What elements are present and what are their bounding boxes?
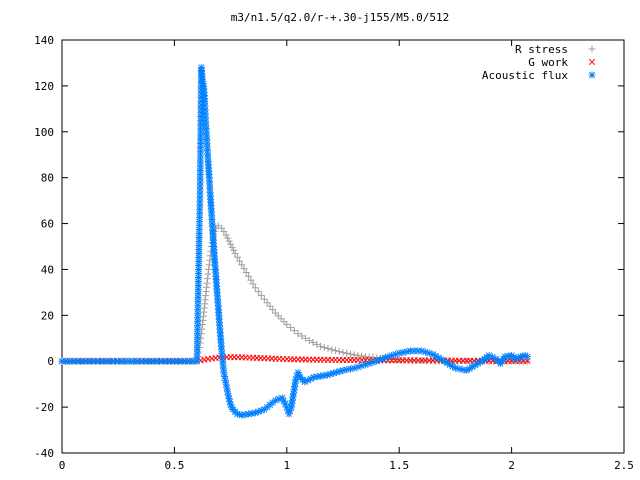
data-point [285,410,293,418]
data-point [361,361,369,369]
data-point [313,340,321,348]
chart-title: m3/n1.5/q2.0/r-+.30-j155/M5.0/512 [231,11,450,24]
data-point [203,279,211,287]
y-tick-label: 100 [34,126,54,139]
y-tick-label: 20 [41,309,54,322]
data-point [283,321,291,329]
data-point [343,366,351,374]
data-point [251,284,259,292]
data-point [228,243,236,251]
data-point [247,276,255,284]
data-point [294,330,302,338]
data-point [204,270,212,278]
data-point [222,231,230,239]
data-point [225,237,233,245]
y-tick-label: 140 [34,34,54,47]
series-r-stress [58,222,531,365]
data-point [236,257,244,265]
data-point [257,291,265,299]
data-point [205,261,213,269]
y-tick-label: 40 [41,263,54,276]
data-point [287,324,295,332]
data-point [335,348,343,356]
data-point [328,346,336,354]
data-point [122,357,130,365]
data-point [204,275,212,283]
x-tick-label: 2.5 [614,459,634,472]
data-point [230,246,238,254]
data-point [395,349,403,357]
x-tick-label: 1.5 [389,459,409,472]
series-acoustic-flux [58,64,531,419]
legend-label: G work [528,56,568,69]
data-point [346,350,354,358]
data-point [317,342,325,350]
legend-marker [588,45,596,53]
y-tick-label: 60 [41,218,54,231]
data-point [302,334,310,342]
legend-label: R stress [515,43,568,56]
data-point [233,253,241,261]
data-point [343,349,351,357]
data-point [254,288,262,296]
data-point [354,351,362,359]
y-tick-label: -40 [34,447,54,460]
data-point [240,265,248,273]
x-tick-label: 2 [508,459,515,472]
data-marks [58,64,531,419]
x-tick-label: 1 [283,459,290,472]
data-point [298,332,306,340]
x-tick-label: 0 [59,459,66,472]
data-point [290,327,298,335]
legend-label: Acoustic flux [482,69,568,82]
x-tick-label: 0.5 [164,459,184,472]
data-point [350,351,358,359]
data-point [305,337,313,345]
y-tick-label: 120 [34,80,54,93]
data-point [231,249,239,257]
data-point [227,240,235,248]
data-point [242,269,250,277]
data-point [224,234,232,242]
data-point [403,348,411,356]
data-point [320,343,328,351]
axis-ticks: 0 0.5 1 1.5 2 2.5 -40 -20 0 20 40 60 80 100 120 140 [34,34,634,472]
data-point [332,347,340,355]
data-point [245,272,253,280]
data-point [523,353,531,361]
legend-marker [588,71,596,79]
y-tick-label: -20 [34,401,54,414]
data-point [324,345,332,353]
data-point [358,352,366,360]
data-point [238,261,246,269]
plot-frame [61,39,625,454]
data-point [309,338,317,346]
data-point [451,364,459,372]
y-tick-label: 80 [41,172,54,185]
data-point [249,280,257,288]
legend-marker [588,58,596,66]
data-point [205,265,213,273]
data-point [339,349,347,357]
y-tick-label: 0 [47,355,54,368]
data-point [201,356,208,363]
